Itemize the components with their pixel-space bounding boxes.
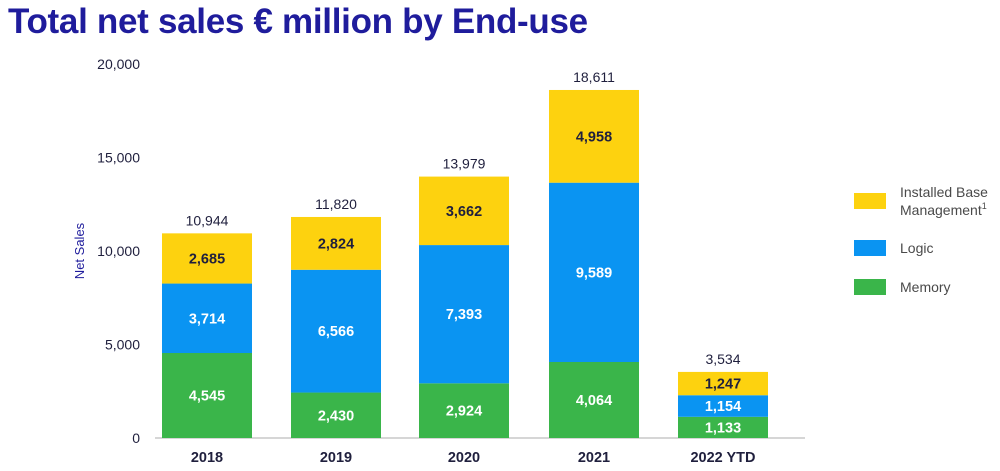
bar-segment-memory bbox=[162, 353, 252, 438]
total-label: 3,534 bbox=[705, 351, 740, 367]
data-label-installed-base-management: 4,958 bbox=[576, 129, 612, 145]
legend-footnote-marker: 1 bbox=[982, 201, 987, 211]
chart-title: Total net sales € million by End-use bbox=[8, 2, 588, 41]
data-label-logic: 6,566 bbox=[318, 324, 354, 340]
total-label: 18,611 bbox=[573, 69, 615, 85]
y-tick-label: 5,000 bbox=[105, 337, 140, 353]
bar-segment-memory bbox=[419, 383, 509, 438]
total-label: 11,820 bbox=[315, 196, 357, 212]
data-label-logic: 9,589 bbox=[576, 265, 612, 281]
legend-swatch bbox=[854, 279, 886, 295]
data-label-memory: 4,064 bbox=[576, 393, 612, 409]
x-tick-label: 2022 YTD bbox=[690, 450, 755, 466]
bar-segment-installed-base-management bbox=[678, 371, 768, 396]
data-label-memory: 2,430 bbox=[318, 408, 354, 424]
bar-segment-logic bbox=[678, 395, 768, 417]
data-label-installed-base-management: 2,685 bbox=[189, 251, 225, 267]
total-label: 13,979 bbox=[443, 156, 486, 172]
data-label-memory: 2,924 bbox=[446, 404, 482, 420]
legend-label: Management1 bbox=[900, 201, 987, 218]
y-tick-label: 0 bbox=[132, 430, 140, 446]
data-label-installed-base-management: 3,662 bbox=[446, 204, 482, 220]
x-tick-label: 2020 bbox=[448, 450, 480, 466]
bar-segment-memory bbox=[549, 362, 639, 438]
data-label-memory: 4,545 bbox=[189, 389, 225, 405]
legend-swatch bbox=[854, 193, 886, 209]
bar-segment-installed-base-management bbox=[419, 176, 509, 246]
bar-segment-installed-base-management bbox=[291, 216, 381, 270]
bar-segment-installed-base-management bbox=[162, 233, 252, 284]
y-tick-label: 20,000 bbox=[97, 56, 140, 72]
bar-segment-memory bbox=[678, 416, 768, 438]
total-label: 10,944 bbox=[186, 212, 229, 228]
legend-label: Logic bbox=[900, 240, 933, 256]
bar-segment-memory bbox=[291, 392, 381, 438]
legend-label: Memory bbox=[900, 279, 951, 295]
bar-segment-logic bbox=[549, 182, 639, 363]
x-tick-label: 2019 bbox=[320, 450, 352, 466]
y-axis-title: Net Sales bbox=[72, 222, 87, 279]
legend-label: Installed Base bbox=[900, 184, 988, 200]
bar-segment-installed-base-management bbox=[549, 89, 639, 183]
data-label-memory: 1,133 bbox=[705, 420, 741, 436]
data-label-installed-base-management: 1,247 bbox=[705, 377, 741, 393]
y-tick-label: 10,000 bbox=[97, 243, 140, 259]
bar-segment-logic bbox=[419, 245, 509, 384]
x-tick-label: 2021 bbox=[578, 450, 610, 466]
bar-segment-logic bbox=[162, 283, 252, 354]
x-tick-label: 2018 bbox=[191, 450, 223, 466]
legend-swatch bbox=[854, 240, 886, 256]
bar-segment-logic bbox=[291, 269, 381, 393]
data-label-logic: 3,714 bbox=[189, 311, 225, 327]
data-label-logic: 1,154 bbox=[705, 399, 741, 415]
data-label-logic: 7,393 bbox=[446, 307, 482, 323]
data-label-installed-base-management: 2,824 bbox=[318, 236, 354, 252]
y-tick-label: 15,000 bbox=[97, 150, 140, 166]
